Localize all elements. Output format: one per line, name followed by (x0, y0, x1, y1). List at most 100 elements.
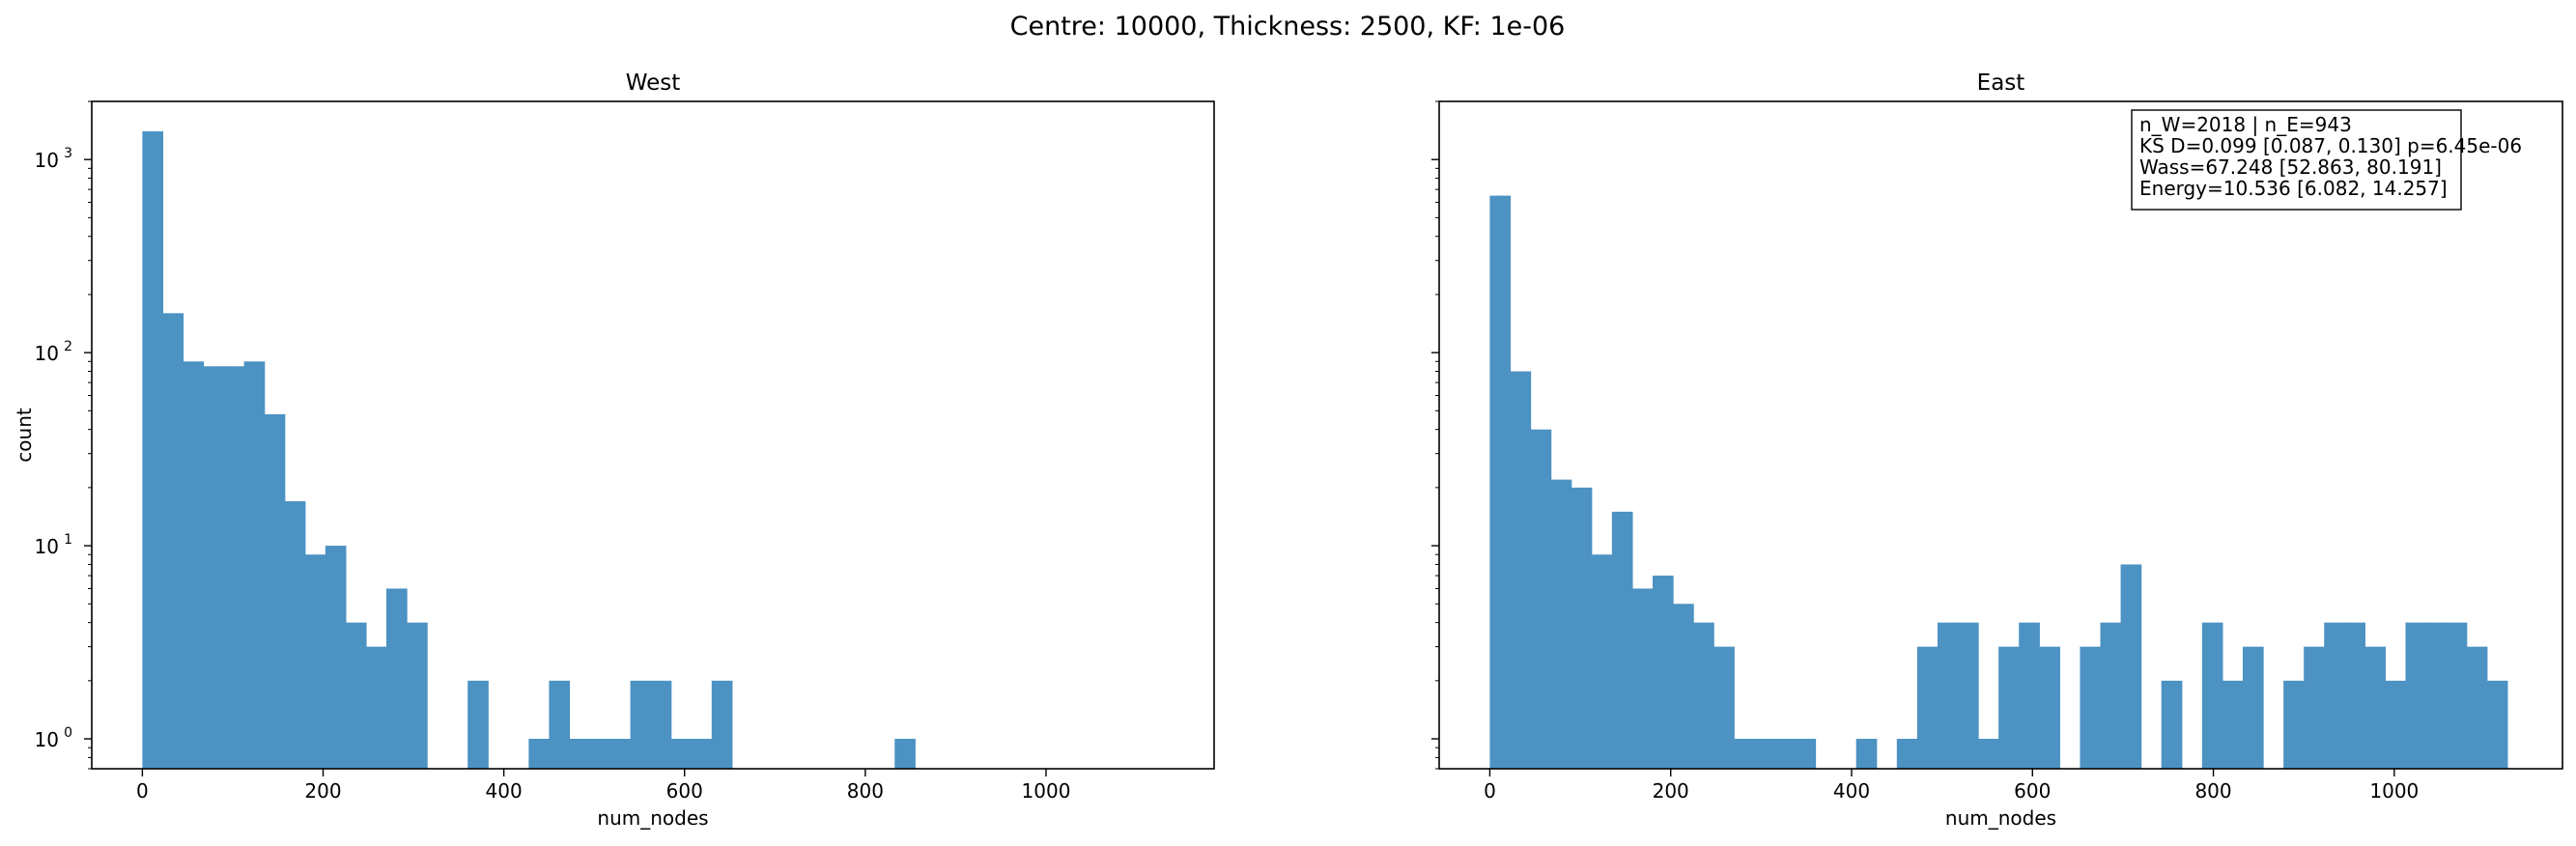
east-histogram-bar (2283, 680, 2305, 769)
east-histogram-bar (2222, 680, 2244, 769)
east-histogram-bar (2324, 622, 2345, 769)
east-x-tick-label: 800 (2194, 779, 2231, 803)
east-histogram-bar (1673, 604, 1694, 769)
east-histogram-bar (2425, 622, 2448, 769)
west-y-tick-exponent: 1 (64, 532, 72, 548)
figure-suptitle: Centre: 10000, Thickness: 2500, KF: 1e-0… (1010, 12, 1566, 42)
west-histogram-bar (304, 554, 326, 769)
west-histogram-bar (345, 622, 367, 769)
west-histogram-bar (386, 588, 408, 769)
east-histogram-bar (1571, 487, 1593, 769)
east-histogram-bar (1530, 429, 1552, 769)
east-histogram-bar (2161, 680, 2183, 769)
east-histogram-bar (1591, 554, 1613, 769)
west-y-tick-label: 10 (35, 535, 59, 558)
east-axes-title: East (1977, 70, 2025, 96)
east-histogram-bar (1550, 479, 1572, 769)
east-histogram-bar (1693, 622, 1714, 769)
west-histogram-bar (142, 130, 164, 769)
east-histogram-bar (2120, 564, 2142, 769)
east-histogram-axes: East 0 200 400 600 800 1000 num_nodes n_W=2018 |… (1431, 70, 2563, 830)
west-histogram-bar (609, 739, 632, 769)
west-histogram-bar (467, 680, 489, 769)
stats-box (2131, 109, 2462, 211)
east-histogram-bar (2446, 622, 2468, 769)
west-histogram-bar (264, 413, 286, 769)
east-axes-frame (1438, 100, 2563, 770)
stats-line: KS D=0.099 [0.087, 0.130] p=6.45e-06 (2139, 134, 2522, 157)
east-histogram-bar (1855, 739, 1878, 769)
east-histogram-bar (1978, 739, 1999, 769)
stats-line: Energy=10.536 [6.082, 14.257] (2139, 177, 2448, 200)
west-histogram-bar (243, 361, 266, 769)
east-x-tick-label: 600 (2014, 779, 2051, 803)
west-histogram-bar (183, 361, 205, 769)
east-x-tick-label: 400 (1833, 779, 1870, 803)
west-histogram-bar (691, 739, 713, 769)
west-x-tick-label: 1000 (1022, 779, 1071, 803)
east-histogram-bar (1774, 739, 1797, 769)
east-histogram-bar (1754, 739, 1776, 769)
west-y-tick-label: 10 (35, 149, 59, 172)
west-histogram-bar (569, 739, 591, 769)
west-histogram-bar (670, 739, 693, 769)
east-histogram-bar (2039, 646, 2060, 769)
east-histogram-bar (2486, 680, 2508, 769)
stats-line: Wass=67.248 [52.863, 80.191] (2139, 155, 2442, 179)
west-histogram-bar (162, 313, 184, 769)
west-x-tick-label: 800 (847, 779, 884, 803)
east-histogram-bar (2385, 680, 2407, 769)
west-y-tick-label: 10 (35, 728, 59, 751)
east-histogram-bar (2364, 646, 2387, 769)
east-histogram-bar (2466, 646, 2488, 769)
west-histogram-bar (528, 739, 551, 769)
west-histogram-bar (630, 680, 652, 769)
west-histogram-bar (894, 739, 916, 769)
east-x-tick-label: 0 (1484, 779, 1496, 803)
east-histogram-bar (2405, 622, 2427, 769)
east-histogram-bar (1510, 371, 1532, 769)
west-histogram-bar (650, 680, 672, 769)
stats-line: n_W=2018 | n_E=943 (2139, 113, 2352, 136)
west-y-axis-label: count (13, 408, 36, 463)
east-histogram-bar (1631, 588, 1654, 769)
east-histogram-bar (1937, 622, 1959, 769)
east-histogram-bar (2304, 646, 2325, 769)
west-histogram-bar (223, 366, 245, 769)
east-x-tick-label: 200 (1653, 779, 1689, 803)
west-x-tick-label: 400 (486, 779, 523, 803)
east-histogram-bar (1734, 739, 1755, 769)
west-x-tick-label: 0 (136, 779, 149, 803)
east-histogram-bar (1713, 646, 1735, 769)
west-histogram-bar (549, 680, 571, 769)
west-y-tick-exponent: 3 (64, 146, 72, 161)
east-x-axis-label: num_nodes (1945, 806, 2056, 830)
west-x-tick-label: 200 (304, 779, 341, 803)
east-histogram-bar (1652, 576, 1674, 769)
east-histogram-bar (1958, 622, 1979, 769)
east-histogram-bar (2100, 622, 2122, 769)
west-histogram-bar (589, 739, 611, 769)
west-x-axis-label: num_nodes (597, 806, 708, 830)
west-axes-title: West (626, 70, 681, 96)
west-x-tick-label: 600 (666, 779, 703, 803)
west-histogram-bar (365, 646, 387, 769)
east-x-tick-label: 1000 (2369, 779, 2419, 803)
west-histogram-bar (203, 366, 225, 769)
west-y-tick-label: 10 (35, 342, 59, 365)
east-histogram-bar (2080, 646, 2102, 769)
east-histogram-bar (1916, 646, 1939, 769)
west-histogram-bar (407, 622, 428, 769)
east-histogram-bar (2201, 622, 2223, 769)
east-histogram-bar (1795, 739, 1817, 769)
east-histogram-bar (2344, 622, 2365, 769)
east-histogram-bar (1489, 195, 1512, 770)
east-histogram-bar (1611, 511, 1633, 769)
west-histogram-bar (325, 546, 347, 769)
west-y-tick-exponent: 2 (64, 339, 72, 354)
east-histogram-bar (2019, 622, 2040, 769)
west-axes-frame (91, 100, 1215, 770)
west-histogram-bar (284, 501, 306, 769)
